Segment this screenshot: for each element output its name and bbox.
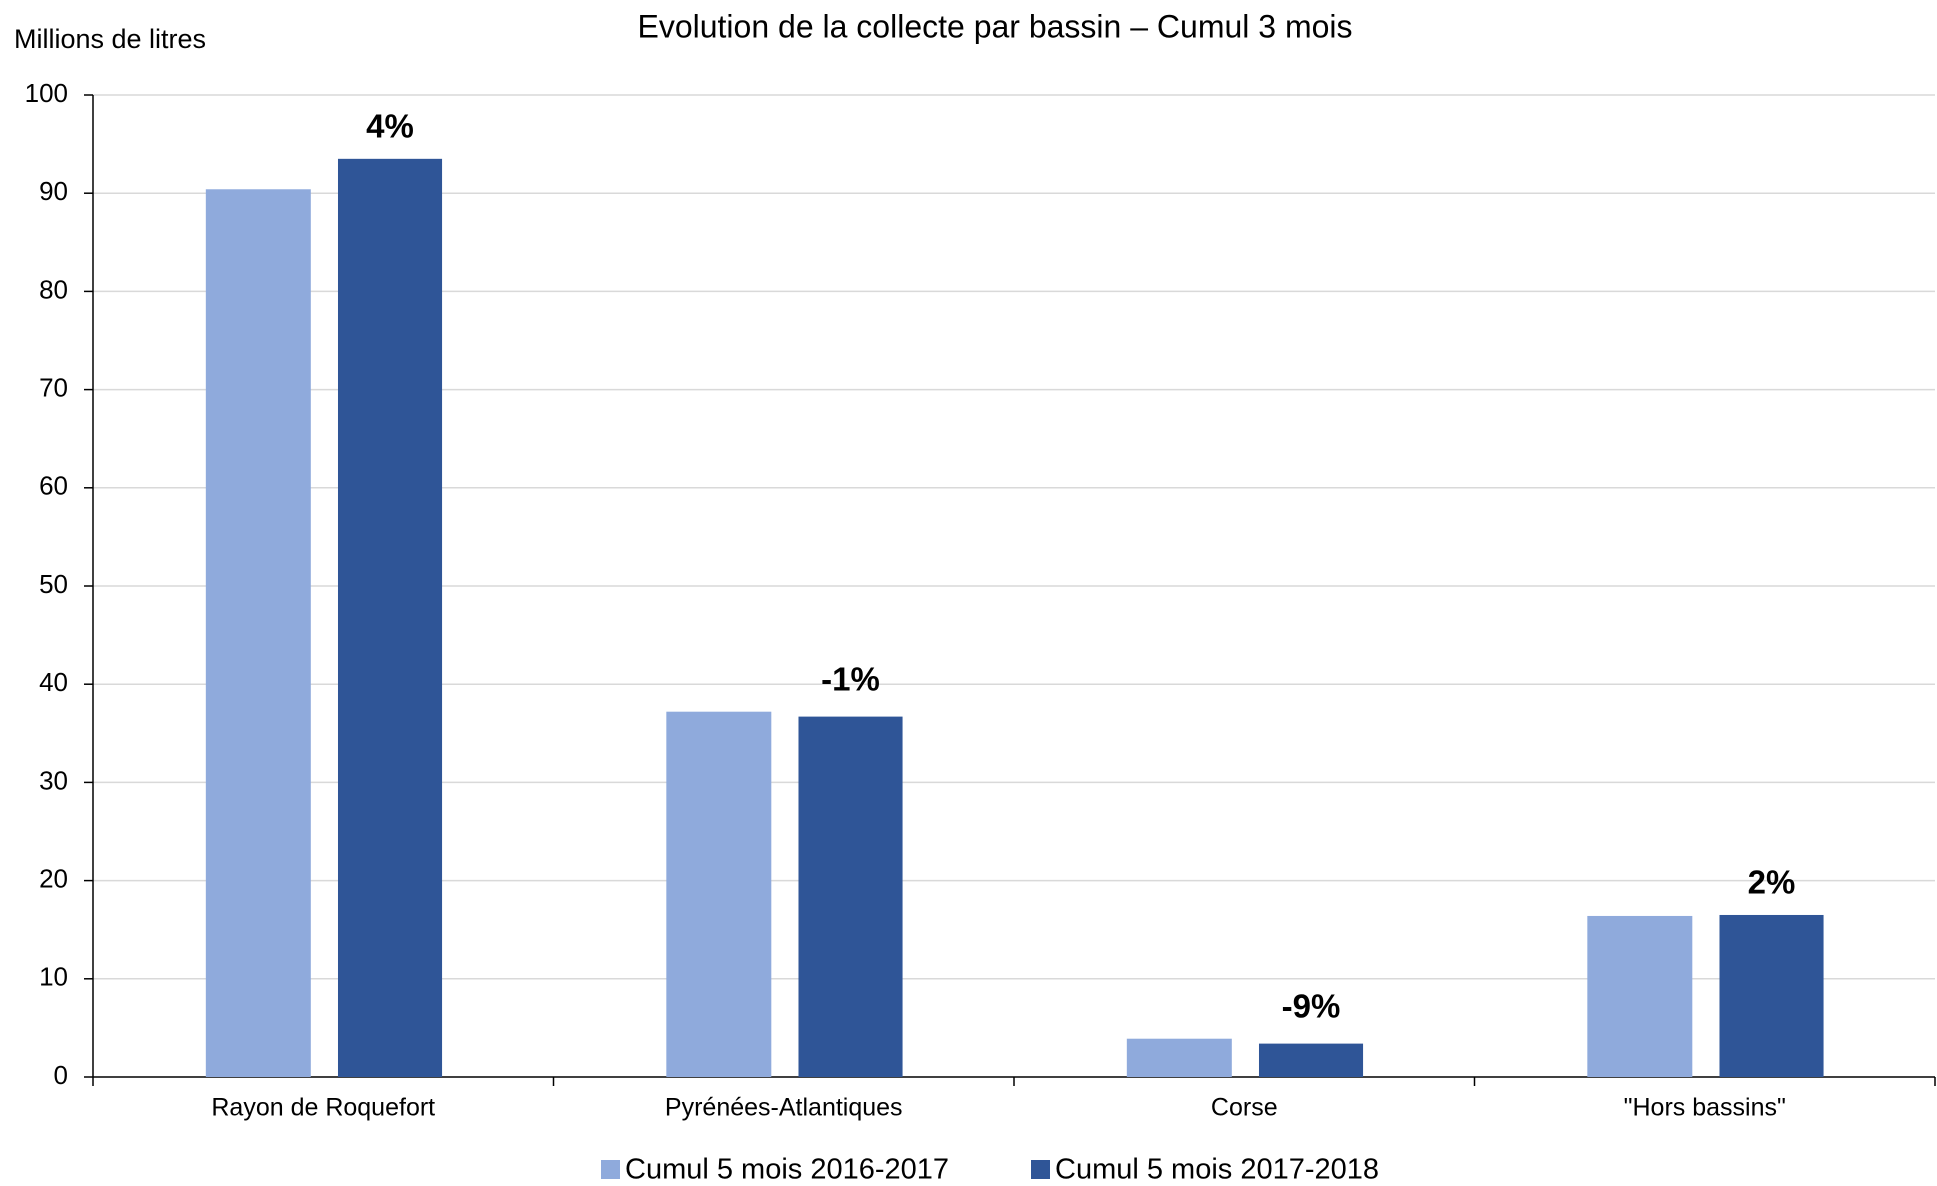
bar <box>337 158 443 1077</box>
y-tick-label: 40 <box>39 667 68 697</box>
bar <box>1719 914 1824 1077</box>
y-tick-label: 10 <box>39 962 68 992</box>
y-tick-label: 80 <box>39 274 68 304</box>
annotation: 4% <box>366 108 414 145</box>
y-tick-label: 100 <box>25 78 68 108</box>
legend-label: Cumul 5 mois 2017-2018 <box>1055 1154 1379 1186</box>
bar <box>1258 1043 1364 1077</box>
bar <box>1587 915 1693 1077</box>
x-tick-label: Pyrénées-Atlantiques <box>665 1094 903 1122</box>
legend-label: Cumul 5 mois 2016-2017 <box>625 1154 949 1186</box>
y-tick-label: 30 <box>39 765 68 795</box>
y-tick-label: 50 <box>39 569 68 599</box>
x-tick-label: "Hors bassins" <box>1624 1094 1786 1122</box>
y-tick-label: 90 <box>39 176 68 206</box>
bar <box>666 711 772 1077</box>
chart-title: Evolution de la collecte par bassin – Cu… <box>637 8 1352 44</box>
bar <box>205 189 311 1078</box>
y-tick-label: 60 <box>39 471 68 501</box>
annotation: -1% <box>821 660 880 697</box>
x-tick-label: Rayon de Roquefort <box>211 1094 435 1122</box>
bar <box>798 716 903 1077</box>
bar <box>1126 1038 1232 1077</box>
legend-swatch <box>601 1160 620 1179</box>
y-tick-label: 20 <box>39 863 68 893</box>
legend-swatch <box>1031 1160 1050 1179</box>
y-tick-label: 70 <box>39 372 68 402</box>
x-tick-label: Corse <box>1211 1094 1278 1122</box>
annotation: 2% <box>1748 864 1796 901</box>
y-axis-label: Millions de litres <box>14 24 206 54</box>
annotation: -9% <box>1282 987 1341 1024</box>
y-tick-label: 0 <box>54 1060 68 1090</box>
